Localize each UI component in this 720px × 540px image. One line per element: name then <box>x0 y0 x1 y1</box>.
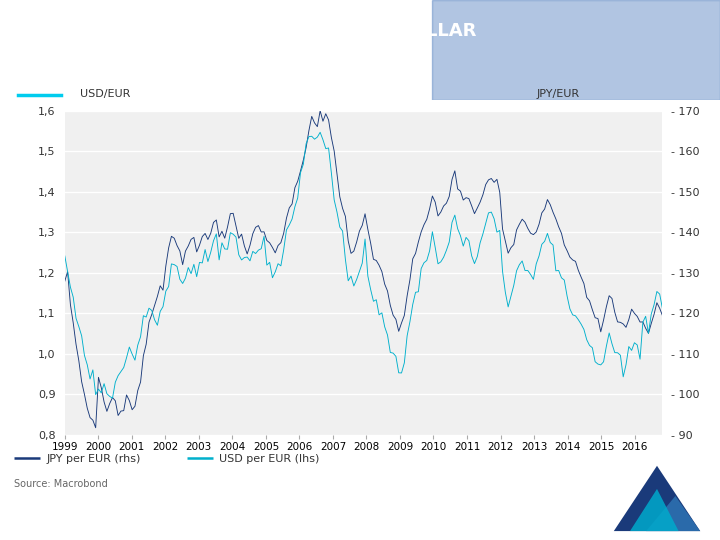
Text: EURO EXCHANGE RATES AGAINST US DOLLAR: EURO EXCHANGE RATES AGAINST US DOLLAR <box>18 22 477 40</box>
Polygon shape <box>630 489 679 531</box>
Text: JPY per EUR (rhs): JPY per EUR (rhs) <box>46 454 140 464</box>
Text: USD per EUR (lhs): USD per EUR (lhs) <box>219 454 319 464</box>
Text: USD/EUR: USD/EUR <box>80 89 130 99</box>
Bar <box>432 0 720 100</box>
Polygon shape <box>647 496 701 531</box>
Text: JPY/EUR: JPY/EUR <box>537 89 580 99</box>
Polygon shape <box>614 466 701 531</box>
Text: Source: Macrobond: Source: Macrobond <box>14 480 108 489</box>
Text: AND JAPANESE YEN: AND JAPANESE YEN <box>18 65 213 83</box>
